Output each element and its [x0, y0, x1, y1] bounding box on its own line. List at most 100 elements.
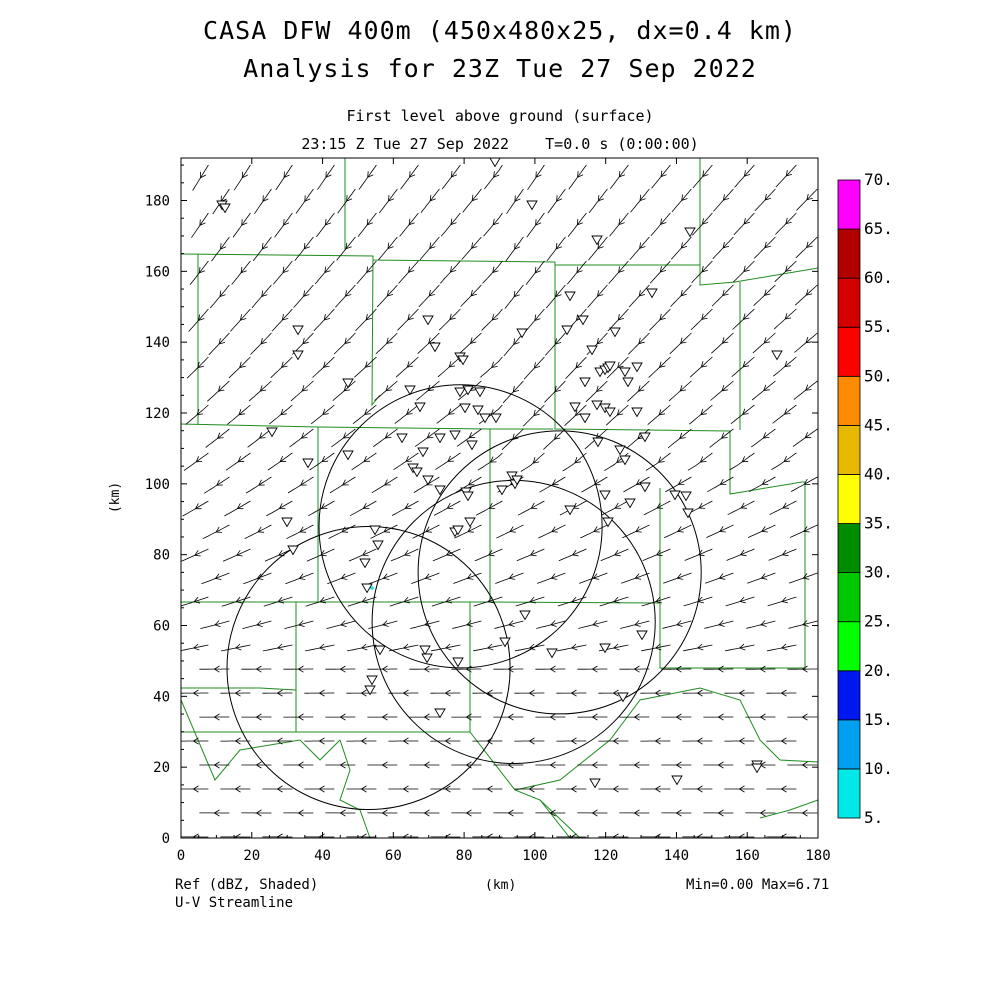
streamline-arrow [701, 218, 709, 225]
streamline-arrow [234, 737, 241, 745]
streamline-arrow [597, 242, 604, 250]
streamline-arrow [555, 290, 562, 298]
streamline-arrow [423, 761, 430, 769]
streamline-arrow [551, 526, 558, 533]
streamline-arrow [804, 384, 812, 391]
streamline-arrow [759, 809, 766, 817]
station-marker [281, 517, 293, 528]
streamline-arrow [613, 596, 621, 604]
streamline-arrow [637, 385, 645, 392]
streamline-arrow [592, 573, 600, 580]
streamline-arrow [216, 479, 223, 486]
streamline-arrow [423, 665, 430, 673]
streamline-arrow [634, 573, 642, 580]
streamline-arrow [738, 737, 745, 745]
county-line [181, 602, 297, 733]
streamline-arrow [465, 809, 472, 817]
streamline-arrow [596, 385, 603, 393]
streamline-arrow [323, 314, 331, 321]
colorbar-swatch [837, 670, 861, 721]
streamline-arrow [381, 713, 388, 721]
echo-pixel [370, 586, 374, 590]
streamline-arrow [530, 502, 538, 509]
station-marker [342, 378, 354, 389]
streamline-arrow [342, 479, 349, 486]
colorbar-swatch [837, 621, 861, 672]
streamline-arrow [675, 665, 682, 673]
streamline-arrow [639, 242, 646, 249]
station-marker [457, 355, 469, 366]
x-tick-label: 100 [522, 848, 547, 864]
county-line [181, 699, 341, 781]
streamline-arrow [255, 761, 262, 769]
streamline-arrow [386, 337, 393, 345]
streamline-arrow [387, 242, 394, 250]
streamline-arrow [255, 809, 262, 817]
station-marker [622, 377, 634, 388]
streamline-arrow [491, 314, 499, 321]
streamline-arrow [324, 218, 332, 226]
station-marker [287, 545, 299, 556]
streamline-arrow [255, 713, 262, 721]
streamline-arrow [447, 408, 455, 415]
streamline-arrow [740, 502, 748, 509]
streamline-arrow [364, 361, 372, 368]
county-line [339, 739, 371, 838]
streamline-arrow [719, 479, 727, 485]
station-marker [636, 630, 648, 641]
streamline-arrow [219, 290, 226, 298]
streamline-arrow [612, 737, 619, 745]
station-marker [646, 288, 658, 299]
streamline-arrow [514, 243, 521, 250]
streamline-arrow [322, 408, 329, 415]
streamline-arrow [318, 785, 325, 793]
streamline-arrow [574, 409, 582, 416]
county-line [181, 687, 297, 691]
streamline-arrow [654, 643, 662, 651]
streamline-arrow [591, 665, 598, 673]
station-marker [579, 377, 591, 388]
streamline-arrow [346, 195, 353, 202]
streamline-arrow [742, 360, 750, 368]
title-line-1: CASA DFW 400m (450x480x25, dx=0.4 km) [203, 16, 797, 45]
colorbar-label: 60. [864, 268, 893, 287]
y-tick-label: 80 [153, 548, 170, 564]
subtitle-line-1: First level above ground (surface) [346, 107, 654, 125]
station-marker [586, 345, 598, 356]
station-marker [609, 327, 621, 338]
streamline-arrow [339, 713, 346, 721]
streamline-arrow [276, 785, 283, 793]
streamline-arrow [257, 526, 265, 533]
x-tick-label: 40 [314, 848, 331, 864]
streamline-arrow [241, 171, 248, 179]
streamline-arrow [616, 456, 623, 463]
streamline-arrow [423, 809, 430, 817]
streamline-arrow [491, 361, 498, 369]
streamline-arrow [677, 479, 685, 485]
station-marker [631, 407, 643, 418]
streamline-arrow [344, 337, 351, 345]
streamline-arrow [297, 665, 304, 673]
streamline-arrow [492, 266, 499, 274]
streamline-arrow [446, 502, 454, 509]
streamline-arrow [318, 643, 326, 651]
streamline-arrow [402, 785, 409, 793]
streamline-arrow [298, 573, 306, 580]
streamline-arrow [363, 455, 371, 462]
streamline-arrow [591, 809, 598, 817]
streamline-arrow [471, 194, 478, 202]
station-marker [591, 400, 603, 411]
streamline-arrow [508, 620, 515, 627]
streamline-arrow [402, 643, 410, 651]
streamline-arrow [360, 689, 367, 697]
streamline [687, 452, 713, 471]
station-marker [417, 447, 429, 458]
station-marker [579, 413, 591, 424]
station-marker [361, 583, 373, 594]
streamline-arrow [550, 573, 558, 580]
streamline-arrow [592, 620, 599, 627]
streamline-arrow [554, 385, 561, 393]
streamline-arrow [528, 689, 535, 697]
streamline-arrow [509, 526, 516, 533]
x-tick-label: 120 [593, 848, 618, 864]
